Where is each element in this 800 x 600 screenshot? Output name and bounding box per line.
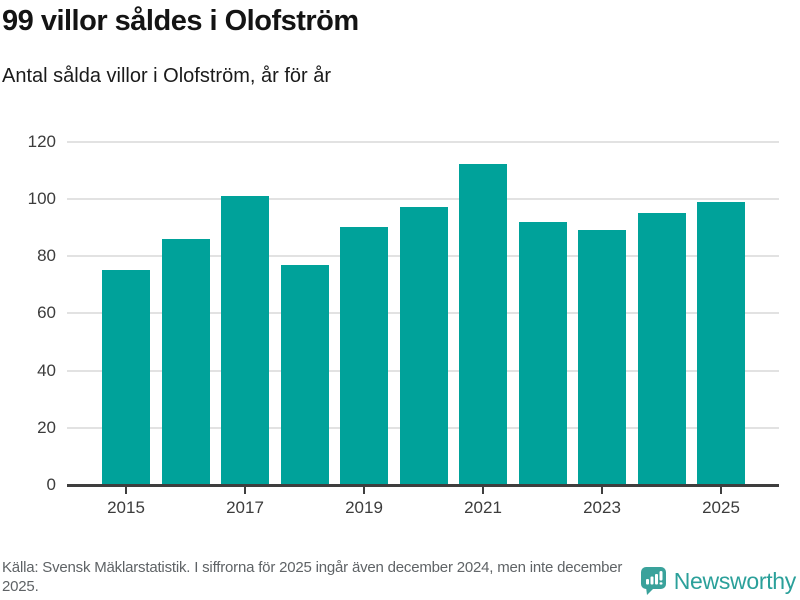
chart-subtitle: Antal sålda villor i Olofström, år för å… [2,65,331,87]
x-axis-tick-label: 2019 [345,498,383,517]
x-axis-tick-label: 2017 [226,498,264,517]
x-axis-tick [125,487,127,494]
x-axis-tick [482,487,484,494]
y-axis-tick-label: 100 [27,188,56,208]
y-axis-tick-label: 40 [37,360,56,380]
bar-2023 [578,230,626,485]
y-axis-tick-label: 20 [37,417,56,437]
bar-2025 [697,201,745,485]
y-axis-tick-label: 0 [46,475,56,494]
y-axis-tick-label: 120 [27,131,56,151]
y-axis-tick-label: 60 [37,303,56,323]
bar-2019 [340,227,388,485]
x-axis-tick-label: 2025 [702,498,740,517]
source-note: Källa: Svensk Mäklarstatistik. I siffror… [2,559,623,595]
y-axis-tick-label: 80 [37,246,56,265]
x-axis-tick [601,487,603,494]
newsworthy-logo: Newsworthy [640,564,796,598]
bar-2018 [280,264,329,485]
x-axis-tick [363,487,365,494]
x-axis-tick [720,487,722,494]
newsworthy-bubble-icon [640,566,667,596]
gridline [67,197,779,200]
bar-2017 [221,195,269,485]
bar-2020 [399,207,448,485]
gridline [67,140,779,143]
x-axis-tick [244,487,246,494]
x-axis-line [67,484,779,487]
bar-2015 [102,270,150,485]
bar-2021 [459,164,507,485]
newsworthy-wordmark: Newsworthy [673,567,797,594]
x-axis-tick-label: 2023 [583,498,621,517]
bar-2016 [161,238,210,485]
bar-2024 [637,213,686,485]
bar-2022 [518,221,567,485]
chart-title: 99 villor såldes i Olofström [2,5,359,37]
x-axis-tick-label: 2021 [464,498,502,517]
x-axis-tick-label: 2015 [107,498,145,517]
